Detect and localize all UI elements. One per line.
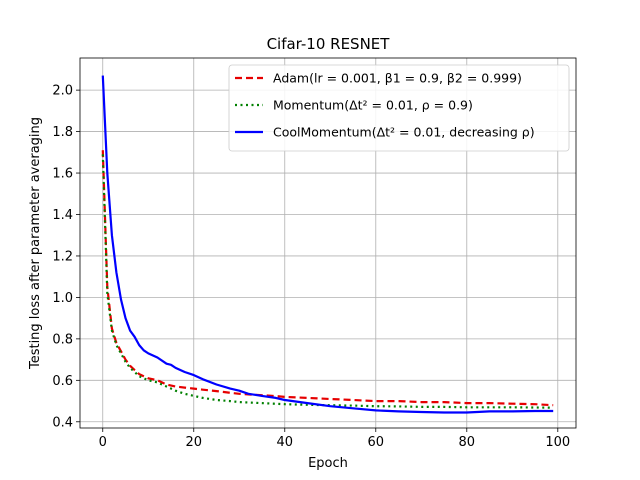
y-tick-label: 2.0: [52, 84, 73, 99]
y-tick-label: 1.4: [52, 208, 73, 223]
legend-label-1: Momentum(Δt² = 0.01, ρ = 0.9): [273, 98, 473, 113]
x-tick-label: 40: [276, 435, 293, 450]
x-axis-label: Epoch: [308, 456, 348, 471]
y-tick-label: 1.2: [52, 249, 73, 264]
chart-title: Cifar-10 RESNET: [267, 35, 391, 53]
legend: Adam(lr = 0.001, β1 = 0.9, β2 = 0.999) Mo…: [228, 64, 570, 152]
legend-box: [228, 64, 570, 152]
series-line-2: [101, 75, 554, 414]
x-tick-label: 80: [459, 435, 476, 450]
x-tick-label: 100: [545, 435, 570, 450]
y-tick-label: 1.6: [52, 167, 73, 182]
series-line-1: [101, 154, 554, 409]
legend-label-2: CoolMomentum(Δt² = 0.01, decreasing ρ): [273, 125, 535, 140]
x-tick-label: 20: [185, 435, 202, 450]
y-tick-label: 0.4: [52, 415, 73, 430]
x-tick-label: 60: [368, 435, 385, 450]
legend-label-0: Adam(lr = 0.001, β1 = 0.9, β2 = 0.999): [273, 71, 522, 86]
y-axis-label: Testing loss after parameter averaging: [28, 117, 43, 370]
x-tick-label: 0: [99, 435, 107, 450]
ticks: 0 20 40 60 80 100 0.4 0.6 0.8 1.0 1.2 1.4 1.6 1.8 2.0: [52, 84, 570, 450]
y-tick-label: 0.6: [52, 374, 73, 389]
y-tick-label: 1.8: [52, 125, 73, 140]
y-tick-label: 0.8: [52, 332, 73, 347]
plot-frame: [79, 57, 577, 429]
series-line-0: [101, 150, 554, 407]
y-tick-label: 1.0: [52, 291, 73, 306]
series-layer: [101, 75, 554, 414]
